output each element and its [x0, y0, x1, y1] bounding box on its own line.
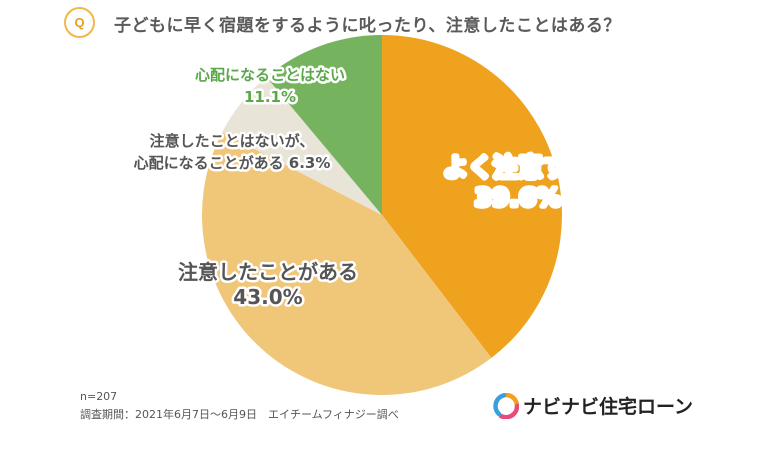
slice-chuui-shita-value-label: 43.0% [233, 285, 302, 309]
slice-chuui-shita [201, 132, 492, 396]
slice-shinpai-nai [266, 35, 382, 215]
navinavi-logo-icon [493, 392, 519, 419]
slice-shinpai-nai-value-label: 11.1% [244, 88, 296, 106]
slice-shinpai-nai-label: 心配になることはない [195, 66, 345, 84]
question-badge: Q [64, 7, 95, 38]
slice-yoku-chuui-label: よく注意する [443, 153, 593, 182]
pie-labels: よく注意する39.6%注意したことがある43.0%注意したことはないが、心配にな… [131, 64, 595, 312]
question-title: 子どもに早く宿題をするように叱ったり、注意したことはある？ [114, 16, 621, 36]
slice-yoku-chuui [382, 35, 563, 358]
pie-slices [201, 35, 563, 396]
brand-name: ナビナビ住宅ローン [523, 396, 694, 418]
sample-size: n=207 [80, 390, 118, 403]
survey-note: 調査期間：2021年6月7日～6月9日 エイチームフィナジー調べ [80, 408, 399, 421]
brand-logo: ナビナビ住宅ローン [493, 392, 693, 419]
slice-yoku-chuui-value-label: 39.6% [475, 183, 562, 212]
slice-shinpai-aru-label: 心配になることがある 6.3% [134, 154, 331, 172]
slice-shinpai-aru-label: 注意したことはないが、 [150, 132, 315, 150]
slice-chuui-shita-label: 注意したことがある [178, 260, 358, 284]
slice-shinpai-aru [222, 77, 382, 216]
